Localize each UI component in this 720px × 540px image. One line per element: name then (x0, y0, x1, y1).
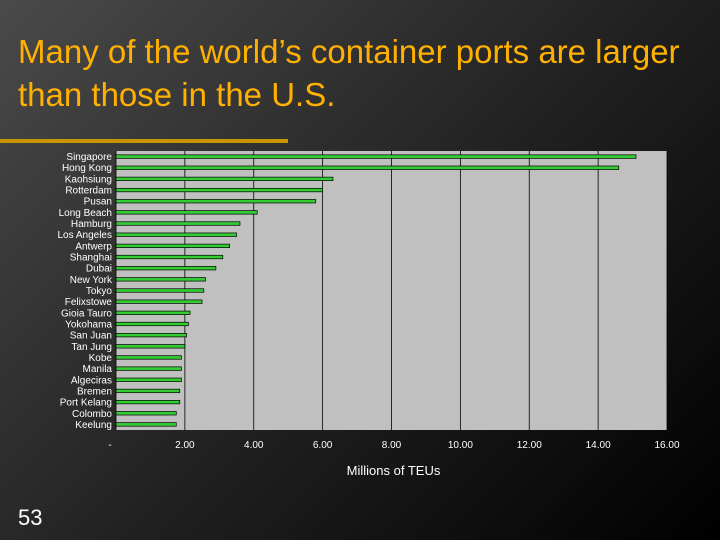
category-label: Hong Kong (62, 163, 112, 174)
x-tick-label: 10.00 (448, 440, 473, 451)
bar-manila (115, 366, 182, 371)
bar-hong-kong (115, 165, 620, 170)
category-label: Dubai (86, 264, 112, 275)
x-axis-title: Millions of TEUs (347, 463, 441, 478)
bar-gioia-tauro (115, 310, 191, 315)
bar-felixstowe (115, 299, 203, 304)
category-label: Algeciras (71, 375, 112, 386)
category-label: Bremen (77, 386, 112, 397)
bars (115, 154, 637, 427)
category-label: Pusan (84, 197, 112, 208)
bar-los-angeles (115, 232, 237, 237)
category-label: Shanghai (70, 253, 112, 264)
category-label: Colombo (72, 409, 112, 420)
bar-long-beach (115, 210, 258, 215)
bar-antwerp (115, 243, 230, 248)
category-label: Kobe (89, 353, 113, 364)
bar-tokyo (115, 288, 205, 293)
category-label: Antwerp (75, 241, 112, 252)
category-label: Yokohama (65, 319, 112, 330)
category-label: Manila (83, 364, 113, 375)
category-label: Tokyo (86, 286, 113, 297)
bar-colombo (115, 411, 177, 416)
bar-hamburg (115, 221, 241, 226)
bar-yokohama (115, 321, 189, 327)
bar-keelung (115, 422, 177, 427)
category-label: New York (70, 275, 113, 286)
x-tick-label: 12.00 (517, 440, 542, 451)
category-label: Keelung (75, 420, 112, 431)
category-label: Hamburg (71, 219, 112, 230)
bar-pusan (115, 199, 317, 204)
category-label: Port Kelang (60, 398, 112, 409)
bar-kobe (115, 355, 182, 360)
bar-rotterdam (115, 187, 323, 193)
bar-tan-jung (115, 344, 186, 349)
bar-san-juan (115, 333, 187, 338)
x-tick-label: 4.00 (244, 440, 264, 451)
gridlines (115, 151, 668, 430)
category-label: San Juan (70, 331, 112, 342)
category-label: Kaohsiung (65, 174, 112, 185)
x-tick-label: 16.00 (654, 440, 679, 451)
category-label: Tan Jung (71, 342, 112, 353)
x-tick-label: - (108, 440, 111, 451)
bar-singapore (115, 154, 637, 159)
category-label: Long Beach (59, 208, 112, 219)
bar-shanghai (115, 254, 224, 260)
category-label: Los Angeles (58, 230, 113, 241)
bar-algeciras (115, 377, 182, 382)
x-tick-label: 2.00 (175, 440, 195, 451)
bar-new-york (115, 277, 206, 282)
x-tick-label: 6.00 (313, 440, 333, 451)
category-label: Singapore (66, 152, 112, 163)
bar-bremen (115, 388, 181, 394)
x-tick-label: 14.00 (586, 440, 611, 451)
bar-kaohsiung (115, 176, 334, 181)
bar-dubai (115, 266, 217, 271)
category-label: Felixstowe (65, 297, 113, 308)
slide-number: 53 (18, 505, 43, 530)
x-tick-label: 8.00 (382, 440, 402, 451)
bar-port-kelang (115, 400, 181, 405)
category-label: Gioia Tauro (61, 308, 112, 319)
title-underline (0, 139, 288, 143)
slide-title: Many of the world’s container ports are … (18, 33, 680, 113)
x-tick-labels: - 2.00 4.00 6.00 8.00 10.00 12.00 14.00 16.00 (108, 440, 680, 451)
category-label: Rotterdam (65, 186, 112, 197)
